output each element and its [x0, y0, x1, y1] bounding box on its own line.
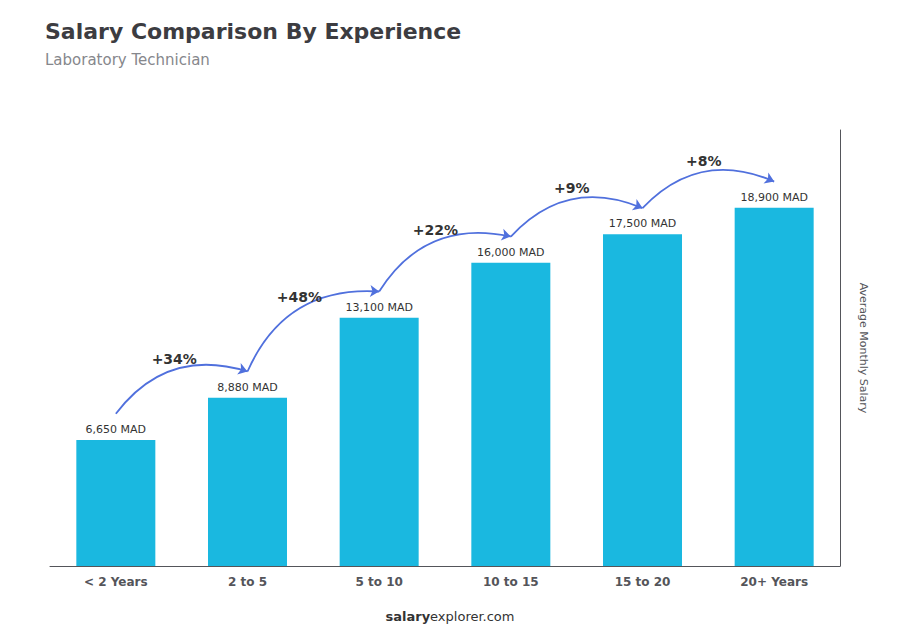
svg-text:+9%: +9%: [554, 180, 590, 196]
svg-text:Salary Comparison By Experienc: Salary Comparison By Experience: [45, 19, 461, 44]
svg-text:< 2 Years: < 2 Years: [84, 575, 148, 589]
svg-text:explorer.com: explorer.com: [430, 609, 514, 624]
svg-text:8,880 MAD: 8,880 MAD: [217, 381, 277, 394]
svg-text:16,000 MAD: 16,000 MAD: [477, 246, 544, 259]
svg-text:2 to 5: 2 to 5: [228, 575, 267, 589]
svg-text:18,900 MAD: 18,900 MAD: [740, 191, 807, 204]
svg-text:10 to 15: 10 to 15: [483, 575, 539, 589]
svg-text:20+ Years: 20+ Years: [740, 575, 808, 589]
svg-text:5 to 10: 5 to 10: [355, 575, 402, 589]
svg-text:salary: salary: [385, 609, 430, 624]
svg-text:Laboratory Technician: Laboratory Technician: [45, 51, 210, 69]
svg-text:15 to 20: 15 to 20: [615, 575, 671, 589]
svg-text:+22%: +22%: [413, 222, 458, 238]
svg-text:+8%: +8%: [686, 153, 722, 169]
svg-text:6,650 MAD: 6,650 MAD: [86, 423, 146, 436]
svg-text:Average Monthly Salary: Average Monthly Salary: [857, 283, 870, 414]
svg-text:13,100 MAD: 13,100 MAD: [345, 301, 412, 314]
svg-text:17,500 MAD: 17,500 MAD: [609, 217, 676, 230]
svg-text:+34%: +34%: [152, 351, 197, 367]
svg-text:+48%: +48%: [277, 289, 322, 305]
